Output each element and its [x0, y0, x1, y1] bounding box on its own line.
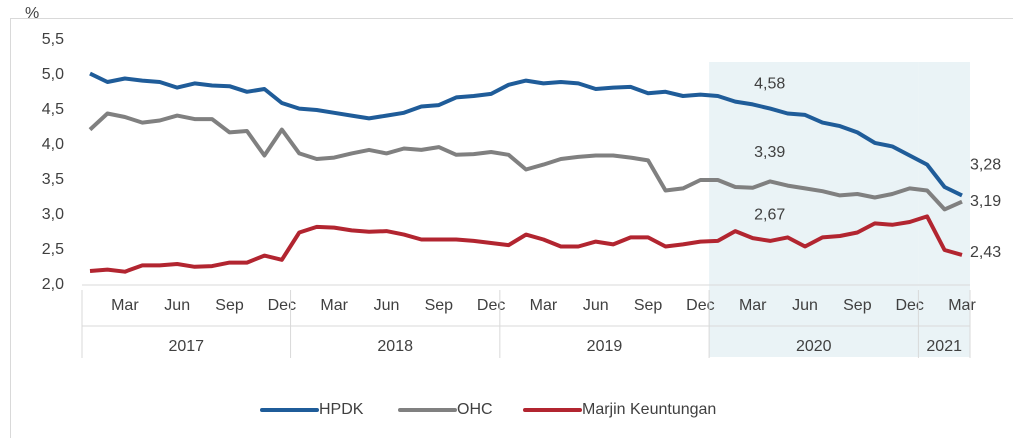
x-tick-label: Jun [583, 297, 609, 314]
x-tick-label: Jun [164, 297, 190, 314]
y-tick-label: 2,5 [42, 241, 64, 258]
x-tick-label: Sep [843, 297, 872, 314]
x-tick-label: Mar [948, 297, 976, 314]
x-tick-label: Sep [215, 297, 244, 314]
x-tick-label: Dec [268, 297, 296, 314]
x-group-label: 2021 [926, 338, 962, 355]
y-tick-label: 2,0 [42, 276, 64, 293]
data-label: 2,67 [754, 206, 785, 223]
x-tick-label: Sep [634, 297, 663, 314]
data-label: 4,58 [754, 76, 785, 93]
x-tick-label: Dec [895, 297, 923, 314]
legend-label: OHC [457, 401, 493, 418]
x-tick-label: Mar [739, 297, 767, 314]
data-label: 3,39 [754, 144, 785, 161]
data-label: 3,19 [970, 193, 1001, 210]
y-tick-label: 4,5 [42, 101, 64, 118]
x-group-label: 2020 [796, 338, 832, 355]
legend-label: HPDK [319, 401, 364, 418]
data-label: 3,28 [970, 157, 1001, 174]
chart-border [10, 18, 1013, 438]
data-label: 2,43 [970, 244, 1001, 261]
x-group-label: 2017 [168, 338, 204, 355]
x-group-label: 2018 [377, 338, 413, 355]
y-tick-label: 3,0 [42, 206, 64, 223]
legend-label: Marjin Keuntungan [582, 401, 716, 418]
x-tick-label: Mar [111, 297, 139, 314]
highlight-region [709, 62, 919, 357]
y-unit: % [25, 5, 39, 22]
x-tick-label: Jun [792, 297, 818, 314]
x-tick-label: Dec [477, 297, 505, 314]
x-tick-label: Sep [425, 297, 454, 314]
x-tick-label: Mar [530, 297, 558, 314]
x-tick-label: Mar [320, 297, 348, 314]
y-tick-label: 5,0 [42, 66, 64, 83]
series-line [89, 214, 963, 274]
x-tick-label: Dec [686, 297, 714, 314]
series-line [88, 111, 963, 212]
x-group-label: 2019 [587, 338, 623, 355]
y-tick-label: 3,5 [42, 171, 64, 188]
x-tick-label: Jun [374, 297, 400, 314]
y-tick-label: 4,0 [42, 136, 64, 153]
series-line [89, 71, 963, 198]
y-tick-label: 5,5 [42, 31, 64, 48]
